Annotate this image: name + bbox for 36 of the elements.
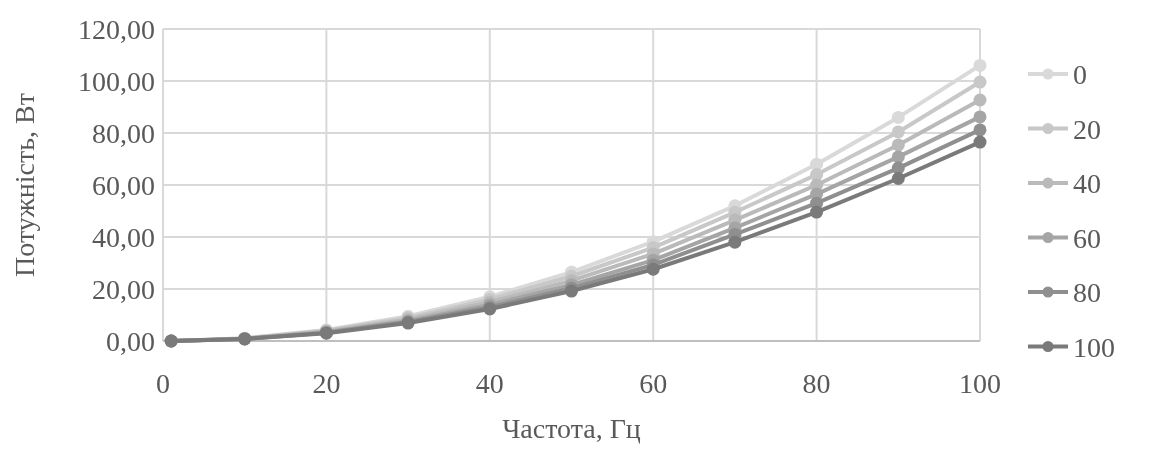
y-tick-label: 60,00 — [92, 170, 155, 201]
point — [891, 125, 905, 139]
point — [973, 135, 987, 149]
x-tick-label: 100 — [959, 368, 1001, 399]
point — [810, 205, 824, 219]
legend-label: 60 — [1073, 222, 1101, 254]
point — [973, 110, 987, 124]
y-tick-label: 40,00 — [92, 222, 155, 253]
point — [973, 75, 987, 89]
legend-label: 20 — [1073, 113, 1101, 145]
y-axis-title: Потужність, Вт — [9, 93, 40, 277]
point — [810, 168, 824, 182]
legend-label: 80 — [1073, 277, 1101, 308]
y-tick-label: 120,00 — [78, 14, 155, 45]
y-tick-label: 80,00 — [92, 118, 155, 149]
point — [646, 262, 660, 276]
x-tick-label: 60 — [639, 368, 668, 399]
x-axis-title: Частота, Гц — [502, 413, 641, 444]
point — [728, 235, 742, 249]
point — [891, 138, 905, 152]
legend-label: 100 — [1073, 331, 1115, 363]
point — [973, 123, 987, 137]
x-tick-label: 20 — [312, 368, 341, 399]
y-tick-label: 20,00 — [92, 274, 155, 305]
x-tick-label: 40 — [475, 368, 504, 399]
point — [973, 93, 987, 107]
point — [891, 172, 905, 185]
y-tick-label: 0,00 — [106, 326, 155, 357]
legend-label: 40 — [1073, 168, 1101, 199]
x-tick-label: 80 — [802, 368, 831, 399]
y-tick-label: 100,00 — [78, 66, 155, 97]
point — [973, 58, 987, 72]
point — [891, 110, 905, 124]
legend-label: 0 — [1073, 59, 1087, 90]
point — [891, 150, 905, 164]
x-tick-label: 0 — [156, 368, 170, 399]
